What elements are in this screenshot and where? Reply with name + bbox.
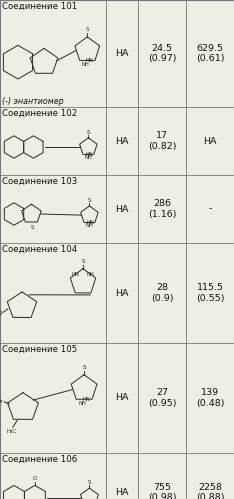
Text: HN: HN — [86, 58, 94, 63]
Text: HN: HN — [86, 220, 94, 225]
Text: Соединение 106: Соединение 106 — [2, 455, 77, 464]
Text: S: S — [88, 198, 91, 203]
Text: 17
(0.82): 17 (0.82) — [148, 131, 176, 151]
Text: S: S — [88, 480, 91, 485]
Text: НА: НА — [116, 137, 129, 146]
Text: 27
(0.95): 27 (0.95) — [148, 388, 176, 408]
Text: Br: Br — [0, 399, 3, 404]
Text: Соединение 103: Соединение 103 — [2, 177, 77, 186]
Text: S: S — [31, 225, 34, 230]
Text: 755
(0.98): 755 (0.98) — [148, 483, 176, 499]
Text: Cl: Cl — [0, 310, 2, 315]
Text: S: S — [87, 130, 90, 135]
Text: -: - — [208, 205, 212, 214]
Text: S: S — [81, 259, 85, 264]
Text: NH: NH — [85, 224, 93, 229]
Text: НА: НА — [116, 394, 129, 403]
Text: НА: НА — [203, 137, 217, 146]
Text: H₃C: H₃C — [6, 430, 16, 435]
Text: S: S — [86, 27, 89, 32]
Text: Соединение 101: Соединение 101 — [2, 1, 77, 10]
Text: 286
(1.16): 286 (1.16) — [148, 199, 176, 219]
Text: Соединение 102: Соединение 102 — [2, 108, 77, 117]
Text: NH: NH — [82, 62, 89, 67]
Text: S: S — [82, 365, 86, 370]
Text: Соединение 104: Соединение 104 — [2, 245, 77, 253]
Text: Соединение 105: Соединение 105 — [2, 344, 77, 353]
Text: NH: NH — [87, 271, 95, 276]
Text: НА: НА — [116, 288, 129, 297]
Text: HN: HN — [72, 271, 79, 276]
Text: NH: NH — [84, 155, 92, 160]
Text: НА: НА — [116, 488, 129, 497]
Text: O: O — [33, 476, 37, 481]
Text: 629.5
(0.61): 629.5 (0.61) — [196, 44, 224, 63]
Text: 28
(0.9): 28 (0.9) — [151, 283, 173, 303]
Text: HN: HN — [83, 397, 91, 402]
Text: (-) энантиомер: (-) энантиомер — [2, 96, 64, 105]
Text: 2258
(0.88): 2258 (0.88) — [196, 483, 224, 499]
Text: 115.5
(0.55): 115.5 (0.55) — [196, 283, 224, 303]
Text: 139
(0.48): 139 (0.48) — [196, 388, 224, 408]
Text: 24.5
(0.97): 24.5 (0.97) — [148, 44, 176, 63]
Text: НА: НА — [116, 205, 129, 214]
Text: NH: NH — [78, 401, 86, 406]
Text: HN: HN — [85, 152, 93, 157]
Text: НА: НА — [116, 49, 129, 58]
